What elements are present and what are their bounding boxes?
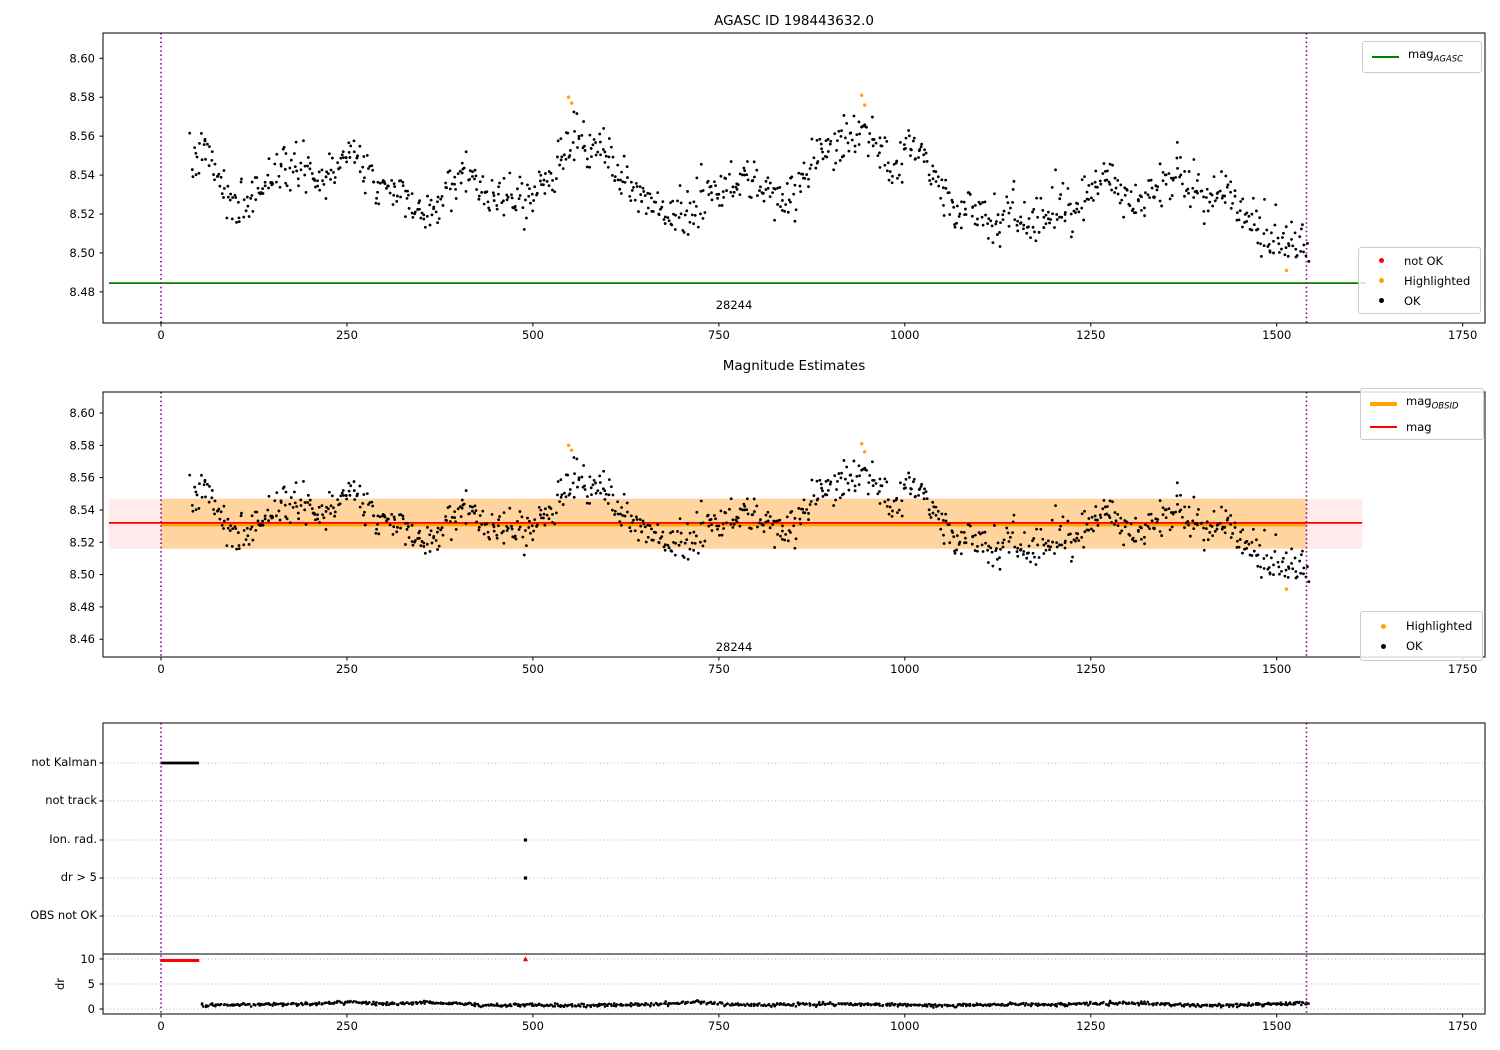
flag-label-obs-not-ok: OBS not OK	[30, 908, 97, 922]
svg-text:500: 500	[522, 662, 544, 676]
svg-text:1750: 1750	[1448, 1019, 1477, 1033]
svg-text:1000: 1000	[890, 662, 919, 676]
svg-text:500: 500	[522, 328, 544, 342]
flag-label-dr-gt-5: dr > 5	[60, 870, 97, 884]
svg-text:250: 250	[336, 328, 358, 342]
svg-text:10: 10	[80, 952, 95, 966]
legend-label: magAGASC	[1408, 47, 1464, 65]
svg-text:1750: 1750	[1448, 662, 1477, 676]
svg-text:8.50: 8.50	[69, 246, 95, 260]
flag-label-not-track: not track	[45, 793, 97, 807]
svg-text:1000: 1000	[890, 328, 919, 342]
ok-dot-icon	[1368, 298, 1395, 303]
svg-text:0: 0	[157, 328, 164, 342]
legend-entry-ok: OK	[1370, 638, 1473, 654]
highlighted-dot-icon	[1368, 278, 1395, 283]
legend-entry-ok: OK	[1368, 293, 1471, 309]
plot2-title: Magnitude Estimates	[722, 358, 866, 374]
plot2-scatter-legend: Highlighted OK	[1360, 611, 1483, 661]
plot2-line-legend: magOBSID mag	[1360, 388, 1484, 440]
svg-text:8.46: 8.46	[69, 632, 95, 646]
flag-label-ion-rad: Ion. rad.	[49, 832, 97, 846]
legend-label: mag	[1406, 419, 1432, 434]
mag-line-icon	[1370, 425, 1397, 428]
svg-text:8.60: 8.60	[69, 406, 95, 420]
svg-text:1500: 1500	[1262, 328, 1291, 342]
svg-text:8.56: 8.56	[69, 471, 95, 485]
svg-text:500: 500	[522, 1019, 544, 1033]
svg-text:dr: dr	[53, 978, 67, 990]
plot1-line-legend: magAGASC	[1362, 41, 1482, 73]
plot1-obsid-label: 28244	[715, 298, 753, 312]
svg-text:8.54: 8.54	[69, 503, 95, 517]
svg-text:8.54: 8.54	[69, 168, 95, 182]
svg-text:0: 0	[157, 1019, 164, 1033]
svg-text:1250: 1250	[1076, 328, 1105, 342]
svg-text:5: 5	[88, 977, 95, 991]
svg-text:1500: 1500	[1262, 662, 1291, 676]
svg-text:8.58: 8.58	[69, 438, 95, 452]
svg-text:1250: 1250	[1076, 662, 1105, 676]
legend-label: Highlighted	[1406, 619, 1473, 633]
legend-label: OK	[1404, 293, 1421, 308]
svg-text:8.60: 8.60	[69, 51, 95, 65]
legend-entry-highlighted: Highlighted	[1368, 273, 1471, 289]
svg-text:8.52: 8.52	[69, 207, 95, 221]
ok-dot-icon	[1370, 643, 1397, 649]
plot1-scatter-legend: not OK Highlighted OK	[1358, 247, 1481, 314]
svg-text:8.48: 8.48	[69, 600, 95, 614]
svg-text:8.56: 8.56	[69, 129, 95, 143]
svg-text:750: 750	[708, 328, 730, 342]
legend-entry-mag-agasc: magAGASC	[1372, 46, 1472, 67]
svg-text:8.58: 8.58	[69, 90, 95, 104]
plot2-obsid-label: 28244	[715, 640, 753, 654]
legend-label: Highlighted	[1404, 273, 1471, 288]
mag-agasc-line-icon	[1372, 56, 1399, 58]
flag-label-not-kalman: not Kalman	[31, 755, 97, 769]
svg-text:8.50: 8.50	[69, 568, 95, 582]
svg-text:750: 750	[708, 662, 730, 676]
svg-text:1000: 1000	[890, 1019, 919, 1033]
svg-text:8.52: 8.52	[69, 535, 95, 549]
legend-entry-not-ok: not OK	[1368, 253, 1471, 269]
legend-entry-highlighted: Highlighted	[1370, 618, 1473, 634]
plot1-title: AGASC ID 198443632.0	[714, 13, 874, 29]
legend-entry-mag: mag	[1370, 419, 1474, 435]
highlighted-dot-icon	[1370, 623, 1397, 629]
svg-text:750: 750	[708, 1019, 730, 1033]
svg-text:1750: 1750	[1448, 328, 1477, 342]
svg-text:0: 0	[157, 662, 164, 676]
legend-label: OK	[1406, 639, 1423, 653]
legend-label: not OK	[1404, 253, 1444, 268]
not-ok-dot-icon	[1368, 258, 1395, 263]
svg-text:1500: 1500	[1262, 1019, 1291, 1033]
legend-entry-mag-obsid: magOBSID	[1370, 393, 1474, 414]
legend-label: magOBSID	[1406, 394, 1459, 412]
svg-text:0: 0	[88, 1002, 95, 1016]
svg-text:1250: 1250	[1076, 1019, 1105, 1033]
mag-obsid-line-icon	[1370, 402, 1397, 406]
svg-text:250: 250	[336, 662, 358, 676]
svg-text:8.48: 8.48	[69, 285, 95, 299]
svg-text:250: 250	[336, 1019, 358, 1033]
